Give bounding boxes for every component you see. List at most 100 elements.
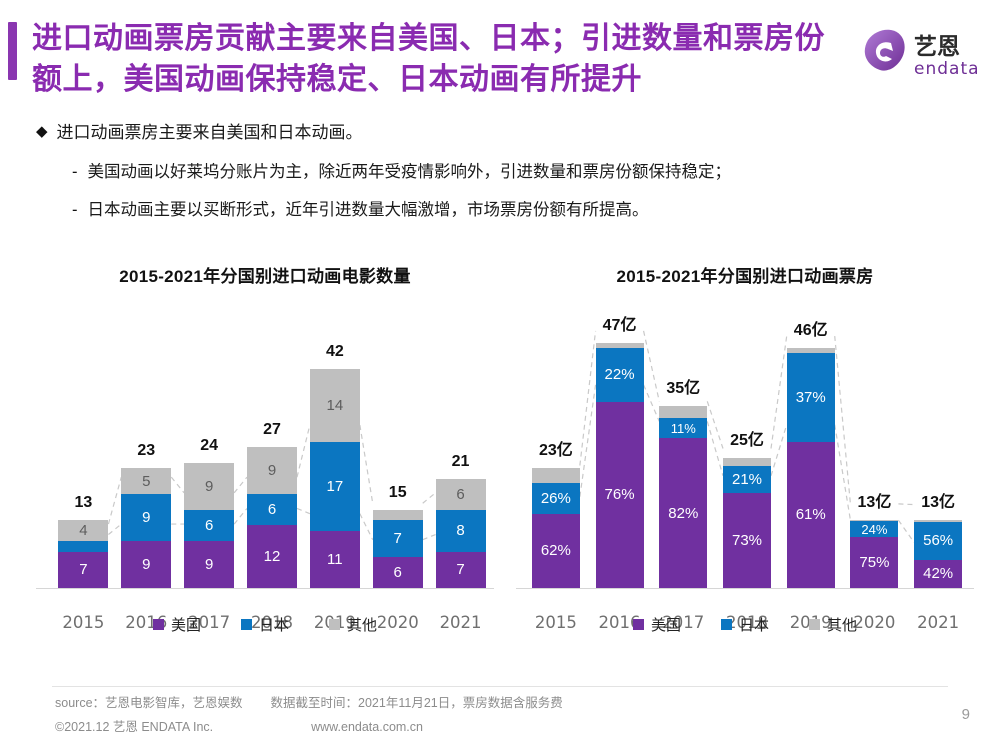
bar-column: 14 17 11 [309, 369, 360, 588]
bar-segment-jp: 56% [914, 521, 963, 560]
legend-boxoffice: 美国 日本 其他 [510, 614, 980, 635]
x-tick-2020: 2020 [376, 613, 419, 632]
x-tick-2020: 2020 [853, 613, 896, 632]
bar-segment-us: 61% [786, 441, 835, 588]
bar-segment-ot [531, 468, 580, 483]
bar-segment-ot [914, 520, 963, 522]
page-number: 9 [961, 706, 970, 723]
bar-segment-jp: 9 [121, 494, 172, 542]
bar-segment-us: 9 [184, 541, 235, 588]
bar-column: 11% 82% [659, 405, 708, 588]
footer: source：艺恩电影智库，艺恩娱数 数据截至时间：2021年11月21日，票房… [55, 692, 563, 740]
bar-segment-us: 7 [58, 551, 109, 588]
bar-column: 22% 76% [595, 343, 644, 588]
bar-segment-jp [58, 541, 109, 552]
x-tick-2017: 2017 [662, 613, 705, 632]
bar-column: 37% 61% [786, 348, 835, 588]
x-tick-2015: 2015 [534, 613, 577, 632]
bar-segment-us: 76% [595, 401, 644, 588]
legend-label: 其他 [827, 617, 858, 634]
bar-total-label: 21 [451, 452, 470, 470]
bullet-main-text: 进口动画票房主要来自美国和日本动画。 [56, 123, 363, 142]
bar-segment-jp: 17 [309, 442, 360, 531]
bar-segment-ot: 9 [247, 447, 297, 495]
x-tick-2018: 2018 [250, 613, 293, 632]
x-tick-2021: 2021 [917, 613, 960, 632]
bullet-main: ◆ 进口动画票房主要来自美国和日本动画。 [36, 120, 966, 146]
svg-text:艺恩: 艺恩 [914, 34, 960, 60]
bar-segment-ot [723, 457, 771, 466]
plot-area-boxoffice: 26% 62% 23亿 22% 76% 47亿 11% 82% 35亿 21% 73% 25亿 37% 6… [510, 309, 980, 632]
legend-swatch-us [632, 619, 644, 630]
bar-segment-ot: 4 [58, 520, 109, 542]
chart-title-boxoffice: 2015-2021年分国别进口动画票房 [616, 267, 874, 286]
bar-total-label: 13亿 [921, 494, 956, 512]
plot-area-counts: 4 7 13 5 9 9 23 9 6 9 24 9 6 12 27 14 17 11 42 7 6 15 6 8 7 21 20… [30, 309, 500, 632]
legend-swatch-jp [720, 619, 732, 630]
bar-segment-jp: 11% [659, 418, 708, 439]
legend-counts: 美国 日本 其他 [30, 614, 500, 635]
bar-segment-jp: 22% [595, 347, 644, 402]
bar-segment-ot: 6 [435, 478, 486, 510]
bar-segment-us: 7 [435, 551, 486, 588]
bar-segment-us: 73% [723, 492, 771, 588]
bar-segment-ot [850, 520, 899, 521]
footer-copyright: ©2021.12 艺恩 ENDATA Inc. [55, 719, 214, 734]
bar-column: 21% 73% [723, 457, 771, 588]
bar-segment-ot: 5 [121, 468, 172, 495]
bullet-sub-1-text: 美国动画以好莱坞分账片为主，除近两年受疫情影响外，引进数量和票房份额保持稳定； [87, 162, 732, 181]
bar-segment-us: 11 [309, 530, 360, 588]
bar-total-label: 35亿 [666, 379, 701, 397]
legend-item-us[interactable]: 美国 [152, 614, 201, 635]
bar-segment-jp: 24% [850, 520, 899, 538]
legend-label: 日本 [738, 617, 769, 634]
bar-segment-us: 6 [372, 556, 423, 588]
bar-group-counts: 4 7 13 5 9 9 23 9 6 9 24 9 6 12 27 14 17 11 42 7 6 15 6 8 7 21 [30, 309, 500, 588]
endata-logo: 艺恩 endata [862, 24, 982, 86]
axis-baseline [36, 588, 494, 589]
legend-label: 美国 [650, 617, 681, 634]
bar-segment-ot [786, 348, 835, 354]
footer-website[interactable]: www.endata.com.cn [311, 719, 423, 734]
legend-item-us[interactable]: 美国 [632, 614, 681, 635]
bar-total-label: 24 [200, 436, 219, 454]
legend-swatch-ot [329, 619, 340, 630]
bar-segment-jp: 6 [184, 509, 235, 542]
legend-swatch-us [152, 619, 164, 630]
legend-item-jp[interactable]: 日本 [720, 614, 769, 635]
bar-segment-jp: 21% [723, 465, 771, 493]
bar-segment-us: 82% [659, 438, 708, 588]
bar-segment-jp: 7 [372, 520, 423, 557]
bar-column: 9 6 12 [247, 447, 297, 588]
legend-label: 日本 [258, 617, 289, 634]
x-tick-2016: 2016 [598, 613, 641, 632]
bar-column: 26% 62% [531, 468, 580, 588]
bar-total-label: 13 [74, 494, 93, 512]
legend-item-jp[interactable]: 日本 [240, 614, 289, 635]
legend-item-ot[interactable]: 其他 [809, 614, 857, 635]
page-title: 进口动画票房贡献主要来自美国、日本；引进数量和票房份额上，美国动画保持稳定、日本… [32, 22, 825, 97]
legend-item-ot[interactable]: 其他 [329, 614, 377, 635]
x-axis-counts: 2015201620172018201920202021 [30, 613, 500, 639]
bar-segment-ot [372, 509, 423, 521]
bar-total-label: 23 [137, 442, 156, 460]
bar-segment-ot [659, 405, 708, 419]
bullet-sub-1: - 美国动画以好莱坞分账片为主，除近两年受疫情影响外，引进数量和票房份额保持稳定… [36, 160, 966, 185]
footer-divider [52, 686, 948, 687]
bar-total-label: 15 [388, 483, 407, 501]
bullet-sub-2: - 日本动画主要以买断形式，近年引进数量大幅激增，市场票房份额有所提高。 [36, 198, 966, 223]
bar-column: 56% 42% [914, 520, 963, 588]
title-accent-bar [8, 22, 17, 80]
bar-total-label: 42 [325, 343, 344, 361]
bullet-list: ◆ 进口动画票房主要来自美国和日本动画。 - 美国动画以好莱坞分账片为主，除近两… [36, 120, 966, 223]
chart-import-animation-counts: 2015-2021年分国别进口动画电影数量 4 7 13 5 9 9 23 9 6 9 24 9 6 12… [30, 262, 500, 662]
svg-text:endata: endata [914, 59, 980, 79]
legend-label: 其他 [347, 617, 378, 634]
bar-segment-ot [595, 343, 644, 348]
dash-bullet-icon: - [72, 162, 78, 181]
bar-segment-us: 42% [914, 559, 963, 588]
